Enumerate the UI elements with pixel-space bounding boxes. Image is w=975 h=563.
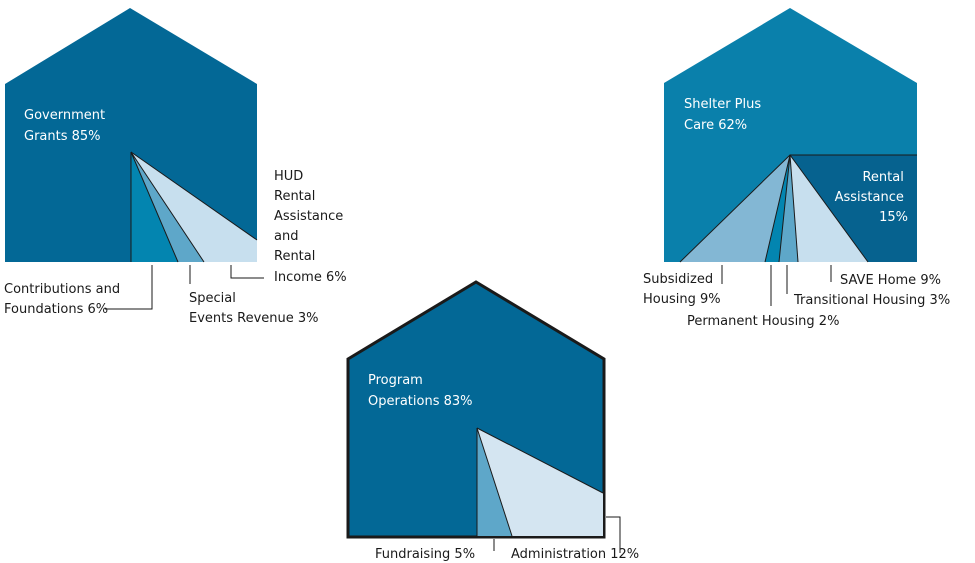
house-1-main-label: Government Grants 85% <box>24 108 109 144</box>
house-1-leader-hud-rental <box>230 265 264 279</box>
house-1-slice-outline-3 <box>130 151 258 241</box>
house-1-label-special-events: Special Events Revenue 3% <box>189 291 319 326</box>
house-2-label-rental-assistance: Rental Assistance 15% <box>835 170 908 225</box>
house-2-slice-transitional <box>779 155 798 262</box>
house-2-label-transitional: Transitional Housing 3% <box>793 293 950 308</box>
house-1-label-hud-rental: HUD Rental Assistance and Rental Income … <box>274 169 347 285</box>
house-2-label-permanent: Permanent Housing 2% <box>687 314 839 329</box>
house-3-slice-administration <box>477 428 603 536</box>
house-2-slice-outline-3 <box>789 154 799 263</box>
house-chart-housing: Shelter Plus Care 62% Rental Assistance … <box>643 8 950 329</box>
house-chart-expenses: Program Operations 83% Fundraising 5% Ad… <box>346 280 639 562</box>
house-1-leader-contributions <box>105 265 153 310</box>
house-3-main-label: Program Operations 83% <box>368 373 473 409</box>
house-chart-revenue: Government Grants 85% Contributions and … <box>4 8 347 326</box>
house-1-slice-hud-rental <box>131 152 257 262</box>
house-3-label-administration: Administration 12% <box>511 547 639 562</box>
house-2-label-subsidized: Subsidized Housing 9% <box>643 272 721 307</box>
house-2-label-save-home: SAVE Home 9% <box>840 273 941 288</box>
house-3-slice-outline-2 <box>476 427 604 494</box>
house-1-label-contributions: Contributions and Foundations 6% <box>4 282 124 317</box>
house-3-label-fundraising: Fundraising 5% <box>375 547 475 562</box>
house-3-leader-administration <box>606 516 621 553</box>
house-2-main-label: Shelter Plus Care 62% <box>684 97 765 133</box>
